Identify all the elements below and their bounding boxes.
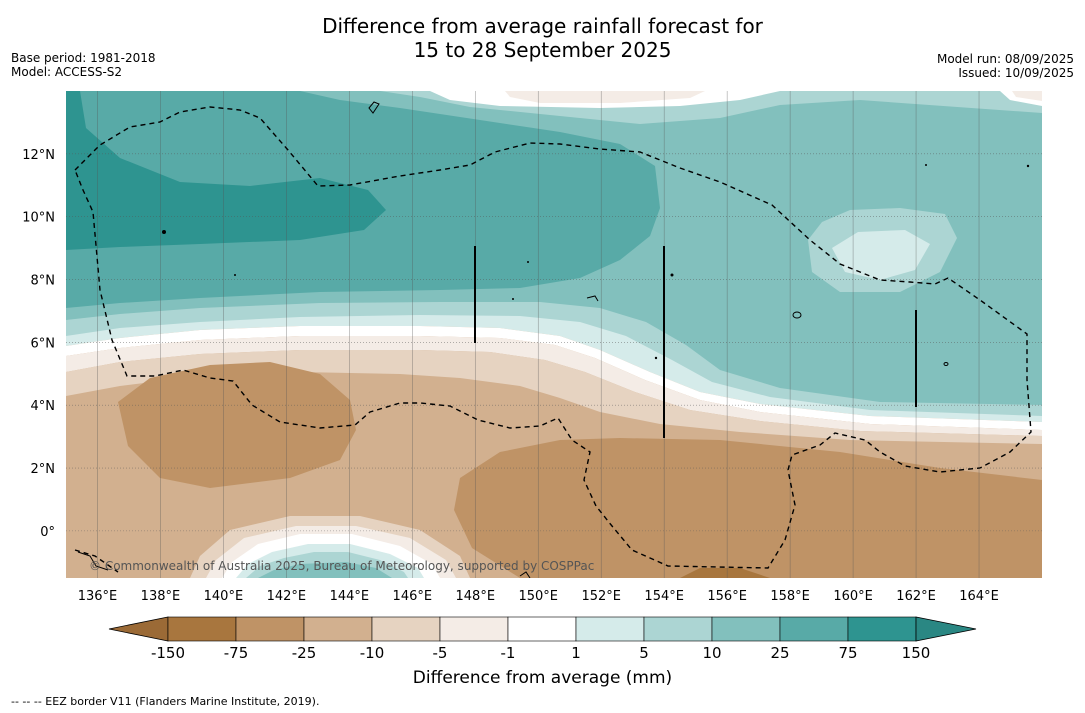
title-line-2: 15 to 28 September 2025 [413,38,672,62]
colorbar-tick-label: 10 [702,644,721,662]
island-outline [519,571,531,578]
lon-tick-label: 140°E [204,589,244,604]
island-dot [670,273,674,277]
lon-tick-label: 156°E [707,589,747,604]
lat-tick-label: 0° [40,525,55,540]
colorbar-segment [167,616,237,642]
island-dot [162,230,166,234]
lat-tick-label: 4°N [31,399,56,414]
solid-borders [474,246,917,438]
model-name: Model: ACCESS-S2 [11,65,123,79]
eez-borders [74,106,1032,573]
lat-tick-label: 8°N [31,274,56,289]
band-minus10-to-minus5 [66,350,1042,444]
island-dots [162,164,1030,360]
colorbar-segment [507,616,577,642]
meta-right: Model run: 08/09/2025 Issued: 10/09/2025 [937,52,1074,80]
lon-tick-label: 148°E [456,589,496,604]
gridlines [66,91,1042,578]
base-period: Base period: 1981-2018 [11,51,156,65]
lon-tick-label: 146°E [393,589,433,604]
issued-date: Issued: 10/09/2025 [958,66,1074,80]
colorbar-tick-label: 25 [770,644,789,662]
island-outline [943,362,949,366]
colorbar-tick-label: -10 [360,644,385,662]
island-outline [368,101,380,114]
dry-core-west [118,362,356,488]
lon-tick-label: 164°E [959,589,999,604]
colorbar-tick-label: -5 [433,644,448,662]
map-title: Difference from average rainfall forecas… [0,14,1085,62]
top-right-strip-dry [1012,91,1042,101]
lon-tick-label: 138°E [141,589,181,604]
model-run: Model run: 08/09/2025 [936,52,1074,66]
lon-tick-label: 150°E [518,589,558,604]
rainfall-anomaly-field: © Commonwealth of Australia 2025, Bureau… [66,91,1042,578]
colorbar: -150 -75 -25 -10 -5 -1 1 5 10 25 75 150 [108,616,977,662]
island-dot [512,298,514,300]
colorbar-tick-label: -75 [224,644,249,662]
pocket-1-to-5 [832,230,930,280]
lat-tick-label: 10°N [22,211,55,226]
island-dot [925,164,927,166]
colorbar-tick-label: 1 [571,644,581,662]
colorbar-tick-label: -1 [501,644,516,662]
coastline [77,551,109,571]
top-strip-dry [505,91,705,103]
colorbar-segment [303,616,373,642]
longitude-labels: 136°E 138°E 140°E 142°E 144°E 146°E 148°E 150°E… [78,589,999,604]
meta-left: Base period: 1981-2018 Model: ACCESS-S2 [11,51,156,79]
south-blob-10 [258,562,392,578]
colorbar-tick-label: -150 [151,644,185,662]
lat-tick-label: 12°N [22,148,55,163]
island-dot [1026,164,1030,168]
island-dot [527,261,529,263]
colorbar-segment [371,616,441,642]
island-outline [792,311,802,319]
lon-tick-label: 154°E [644,589,684,604]
title-line-1: Difference from average rainfall forecas… [322,14,763,38]
latitude-labels: 12°N 10°N 8°N 6°N 4°N 2°N 0° [22,148,55,540]
lon-tick-label: 136°E [78,589,118,604]
lat-tick-label: 2°N [31,462,56,477]
band-minus1-to-1 [66,326,1042,430]
island-dot [234,274,236,276]
colorbar-segment [779,616,849,642]
lon-tick-label: 152°E [581,589,621,604]
island-dot [654,356,658,360]
colorbar-tick-label: -25 [292,644,317,662]
colorbar-over-arrow [915,616,977,642]
colorbar-segment [847,616,917,642]
lon-tick-label: 144°E [330,589,370,604]
lon-tick-label: 162°E [896,589,936,604]
colorbar-segment [235,616,305,642]
colorbar-title: Difference from average (mm) [412,668,673,688]
colorbar-tick-label: 75 [838,644,857,662]
lat-tick-label: 6°N [31,336,56,351]
colorbar-segment [439,616,509,642]
colorbar-segment [711,616,781,642]
colorbar-tick-label: 5 [639,644,649,662]
band-75-to-150 [66,91,386,250]
footer-note: -- -- -- EEZ border V11 (Flanders Marine… [11,695,320,708]
island-outline [586,295,599,302]
islands [77,101,949,578]
lon-tick-label: 160°E [833,589,873,604]
lon-tick-label: 142°E [267,589,307,604]
copyright-notice: © Commonwealth of Australia 2025, Bureau… [89,559,594,573]
band-minus5-to-minus1 [66,336,1042,436]
colorbar-segment [643,616,713,642]
eez-border-south [74,549,119,573]
dry-core-east-inner [680,568,770,578]
lon-tick-label: 158°E [770,589,810,604]
colorbar-under-arrow [108,616,169,642]
colorbar-segment [575,616,645,642]
colorbar-tick-label: 150 [902,644,931,662]
